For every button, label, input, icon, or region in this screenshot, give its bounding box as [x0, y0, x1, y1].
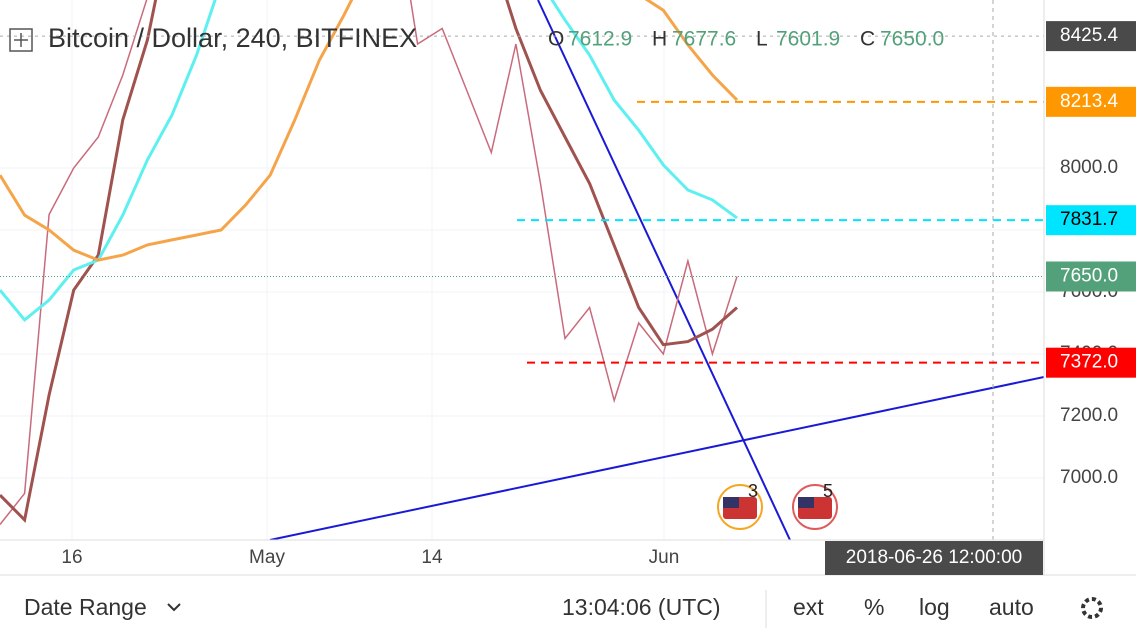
- crosshair-date: 2018-06-26 12:00:00: [846, 547, 1022, 568]
- ohlc: O 7612.9 H 7677.6 L 7601.9 C 7650.0: [548, 28, 944, 51]
- ohlc-key: O: [548, 28, 564, 51]
- price-tag-label: 8213.4: [1060, 91, 1119, 112]
- price-tag: [1046, 347, 1136, 378]
- series-line: [0, 0, 738, 523]
- ohlc-value: 7612.9: [568, 28, 632, 51]
- price-tag-label: 7650.0: [1060, 266, 1118, 287]
- ohlc-key: H: [652, 28, 667, 51]
- series-line: [0, 0, 738, 525]
- expand-icon[interactable]: [9, 28, 33, 52]
- symbol-title: Bitcoin / Dollar, 240, BITFINEX: [48, 23, 417, 53]
- toolbar: Date Range 13:04:06 (UTC) ext % log auto: [24, 590, 1103, 628]
- header: Bitcoin / Dollar, 240, BITFINEX O 7612.9 H…: [9, 23, 944, 53]
- price-tag: [1046, 21, 1136, 52]
- price-tag: [1046, 205, 1136, 236]
- price-tag-label: 8425.4: [1060, 25, 1119, 46]
- x-tick-label: Jun: [649, 547, 680, 568]
- y-tick-label: 7200.0: [1060, 405, 1118, 426]
- series-line: [0, 0, 739, 262]
- price-tag-label: 7372.0: [1060, 352, 1118, 373]
- event-count: 5: [823, 481, 833, 501]
- percent-button[interactable]: %: [864, 594, 884, 620]
- ext-button[interactable]: ext: [793, 594, 824, 620]
- x-tick-label: 16: [61, 547, 82, 568]
- settings-icon[interactable]: [1081, 597, 1103, 619]
- y-tick-label: 8000.0: [1060, 157, 1118, 178]
- trend-line: [537, 0, 791, 540]
- price-tag: [1046, 86, 1136, 117]
- trend-line: [269, 376, 1044, 540]
- date-range[interactable]: Date Range: [24, 594, 147, 620]
- clock: 13:04:06 (UTC): [562, 594, 721, 620]
- grid: [0, 0, 1044, 540]
- ohlc-value: 7650.0: [880, 28, 944, 51]
- ohlc-value: 7677.6: [672, 28, 736, 51]
- auto-button[interactable]: auto: [989, 594, 1034, 620]
- x-tick-label: 14: [421, 547, 443, 568]
- series-line: [0, 0, 738, 322]
- price-tag-label: 7831.7: [1060, 209, 1118, 230]
- event-count: 3: [748, 481, 758, 501]
- plot: [0, 0, 1044, 540]
- price-tag: [1046, 261, 1136, 292]
- flag-canton: [798, 497, 814, 508]
- chevron: [167, 603, 181, 612]
- ohlc-value: 7601.9: [776, 28, 840, 51]
- ohlc-key: C: [860, 28, 875, 51]
- flag-canton: [723, 497, 739, 508]
- y-tick-label: 7000.0: [1060, 467, 1118, 488]
- x-tick-label: May: [249, 547, 285, 568]
- ohlc-key: L: [756, 28, 768, 51]
- crosshair-date-bg: [825, 541, 1043, 575]
- log-button[interactable]: log: [919, 594, 950, 620]
